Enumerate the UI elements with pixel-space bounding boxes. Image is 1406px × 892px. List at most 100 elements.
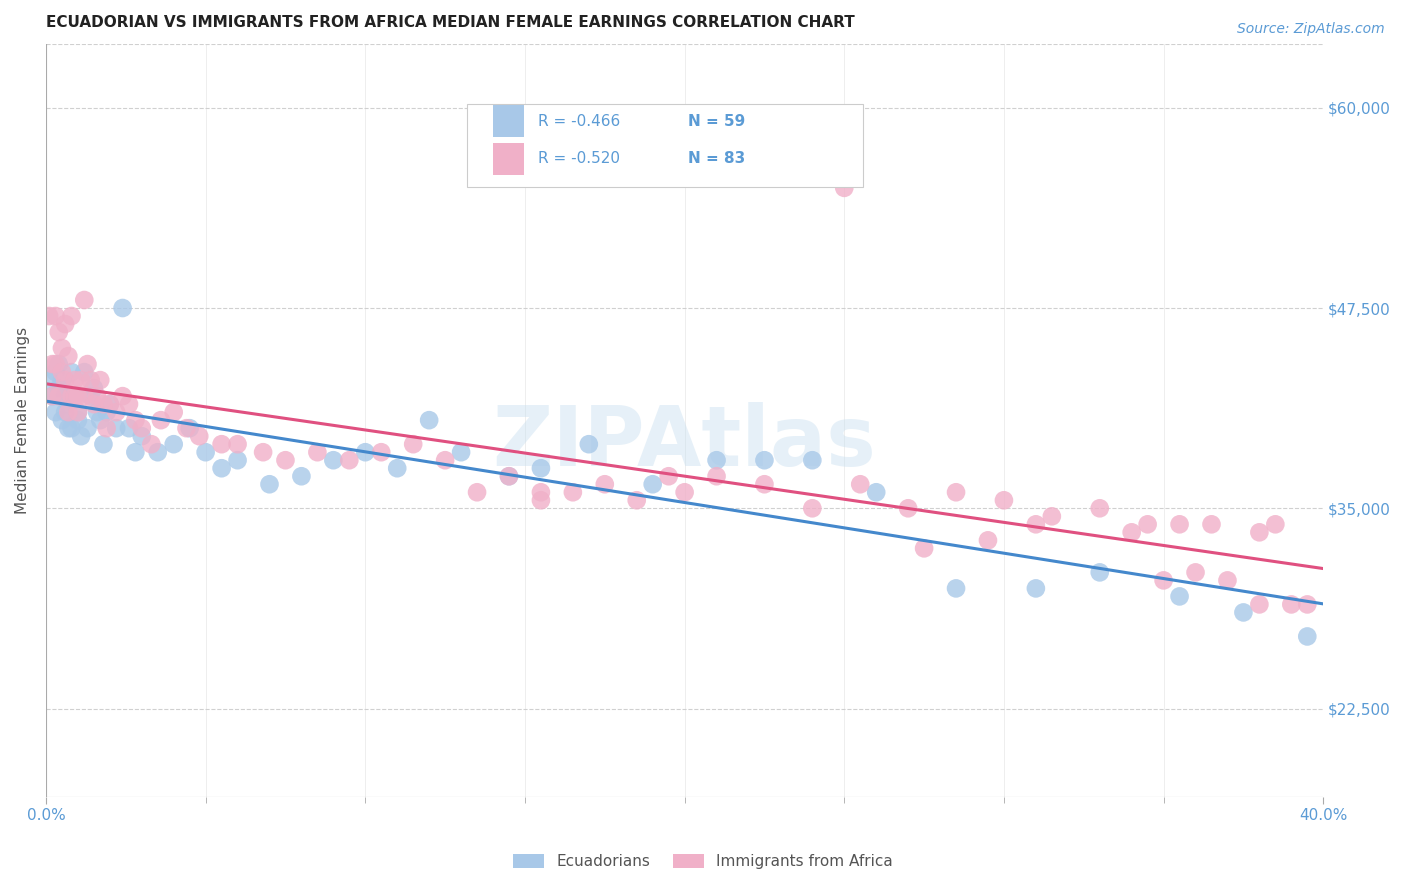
Point [188,429,211,443]
Point [252,445,274,459]
Point [58,421,80,435]
FancyBboxPatch shape [494,105,523,137]
Point [1279,598,1302,612]
Point [53,405,76,419]
Point [498,469,520,483]
Point [1153,574,1175,588]
Point [211,461,233,475]
Text: R = -0.466: R = -0.466 [537,113,620,128]
Point [706,453,728,467]
Point [53,317,76,331]
Point [83,381,105,395]
Point [801,501,824,516]
Point [41,357,63,371]
Point [211,437,233,451]
Point [993,493,1015,508]
Point [593,477,616,491]
Point [96,405,118,419]
Text: Source: ZipAtlas.com: Source: ZipAtlas.com [1237,22,1385,37]
Point [194,445,217,459]
Point [131,429,153,443]
Point [912,541,935,556]
Point [354,445,377,459]
Point [118,421,141,435]
Point [41,389,63,403]
Point [146,445,169,459]
Text: R = -0.520: R = -0.520 [537,152,620,167]
Point [1216,574,1239,588]
Y-axis label: Median Female Earnings: Median Female Earnings [15,326,30,514]
Point [51,341,73,355]
Point [51,413,73,427]
Point [83,397,105,411]
Point [63,389,86,403]
Point [63,373,86,387]
Point [86,389,108,403]
Point [832,181,855,195]
Text: ECUADORIAN VS IMMIGRANTS FROM AFRICA MEDIAN FEMALE EARNINGS CORRELATION CHART: ECUADORIAN VS IMMIGRANTS FROM AFRICA MED… [46,15,855,30]
Point [1121,525,1143,540]
Point [402,437,425,451]
Point [370,445,392,459]
Point [70,429,93,443]
Point [387,461,409,475]
Point [1168,590,1191,604]
Point [1264,517,1286,532]
Point [45,405,67,419]
Point [124,445,146,459]
Text: ZIPAtlas: ZIPAtlas [492,402,876,483]
Point [118,397,141,411]
Point [1088,566,1111,580]
Point [641,477,664,491]
Point [89,413,111,427]
Point [66,389,89,403]
Point [1168,517,1191,532]
Point [897,501,920,516]
Point [93,437,115,451]
Point [754,453,776,467]
Point [274,453,297,467]
Point [48,381,70,395]
Point [45,357,67,371]
Point [1088,501,1111,516]
Point [66,405,89,419]
Point [1232,606,1254,620]
Point [51,373,73,387]
Point [63,389,86,403]
Point [434,453,457,467]
Point [163,437,186,451]
Text: N = 59: N = 59 [689,113,745,128]
Point [79,389,101,403]
Point [322,453,344,467]
Point [450,445,472,459]
Point [561,485,583,500]
FancyBboxPatch shape [467,103,863,186]
Point [418,413,440,427]
Point [226,453,249,467]
Point [73,293,96,307]
Point [307,445,329,459]
Point [73,389,96,403]
Point [98,397,121,411]
Point [530,461,553,475]
Point [163,405,186,419]
Point [48,325,70,339]
Point [179,421,201,435]
Point [45,365,67,379]
Point [111,389,134,403]
Point [73,365,96,379]
Point [141,437,163,451]
Point [1025,582,1047,596]
Point [41,389,63,403]
Point [259,477,281,491]
Point [290,469,312,483]
Point [60,421,83,435]
Point [578,437,600,451]
Point [89,373,111,387]
Point [66,413,89,427]
Point [58,397,80,411]
Point [93,397,115,411]
Point [465,485,488,500]
Point [60,389,83,403]
Point [977,533,1000,548]
